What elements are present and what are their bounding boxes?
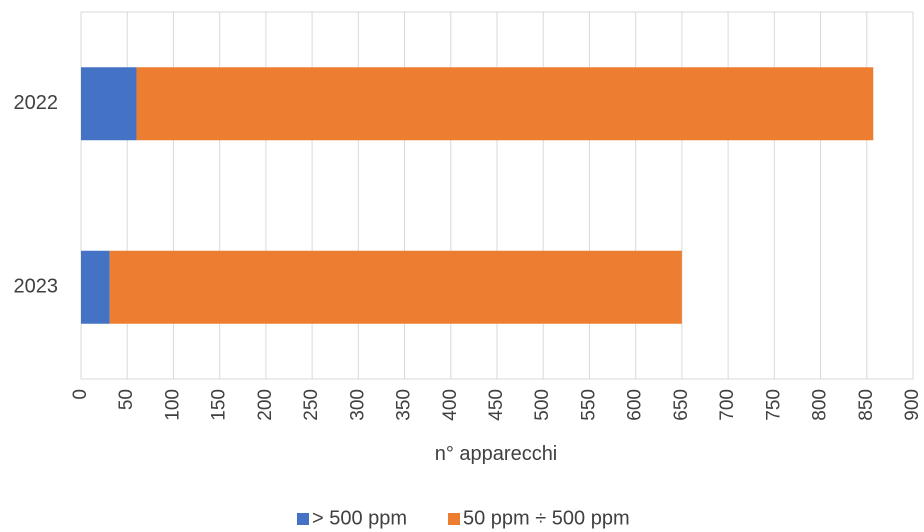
bar-2022-series-1 [136,67,874,141]
x-tick-label: 800 [810,389,831,421]
bar-2023-series-1 [109,250,682,324]
legend-swatch [297,513,309,525]
x-tick-label: 400 [440,389,461,421]
category-label: 2022 [14,92,59,114]
x-tick-label: 200 [255,389,276,421]
bar-2023-series-0 [81,250,110,324]
category-label: 2023 [14,276,59,298]
x-tick-label: 700 [717,389,738,421]
x-tick-label: 650 [671,389,692,421]
bars [81,67,874,324]
x-tick-label: 850 [856,389,877,421]
x-tick-labels: 0 50 100 150 200 250 300 350 400 450 500 550 600 650 7… [70,389,923,421]
x-tick-label: 50 [116,389,137,410]
legend-label: 50 ppm ÷ 500 ppm [463,507,630,529]
bar-2022-series-0 [81,67,137,141]
legend: > 500 ppm 50 ppm ÷ 500 ppm [297,507,630,529]
x-tick-label: 600 [625,389,646,421]
x-tick-label: 100 [162,389,183,421]
grid-lines [80,11,914,380]
x-tick-label: 450 [486,389,507,421]
legend-label: > 500 ppm [312,507,407,529]
x-tick-label: 250 [301,389,322,421]
x-tick-label: 500 [532,389,553,421]
category-labels: 2022 2023 [14,92,59,298]
x-tick-label: 350 [394,389,415,421]
legend-swatch [448,513,460,525]
x-tick-label: 550 [578,389,599,421]
x-tick-label: 0 [70,389,91,400]
x-tick-label: 900 [902,389,923,421]
x-tick-label: 150 [209,389,230,421]
x-tick-label: 300 [347,389,368,421]
x-tick-label: 750 [763,389,784,421]
x-axis-label: n° apparecchi [435,443,558,465]
